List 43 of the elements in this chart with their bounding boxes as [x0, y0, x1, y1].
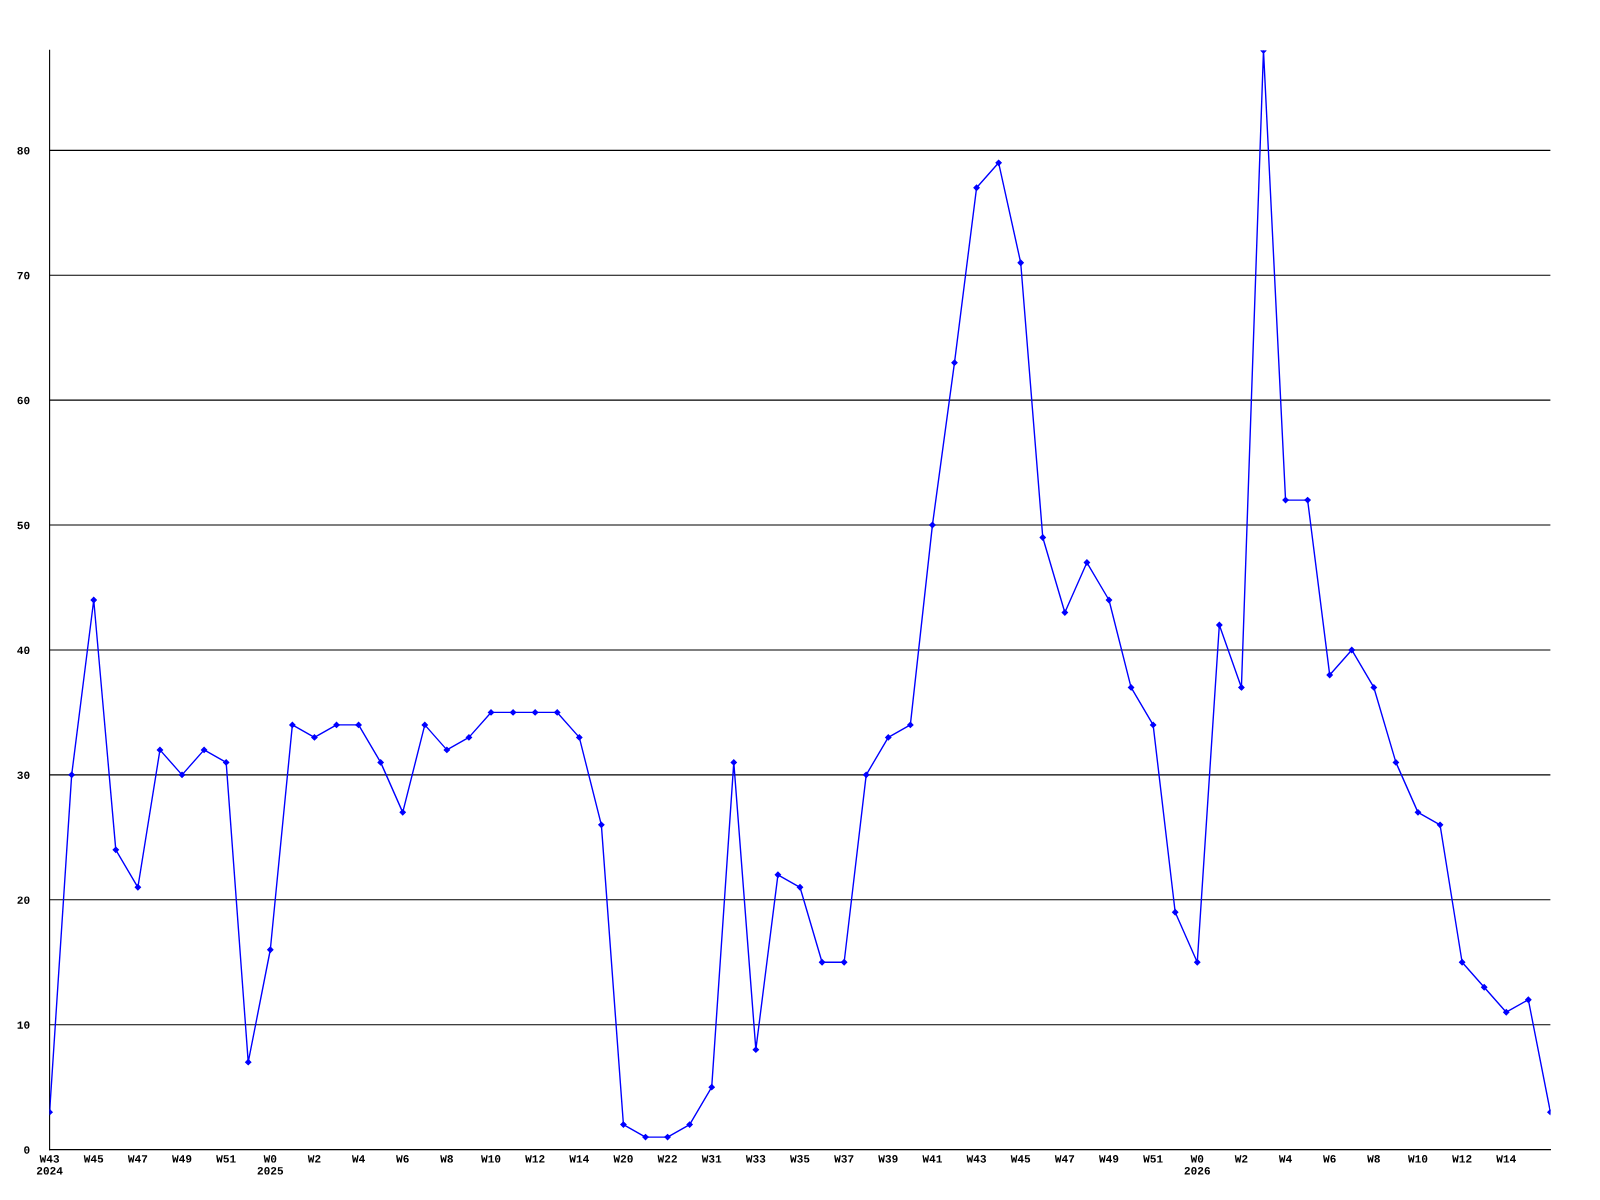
x-tick-label: W35: [790, 1155, 810, 1163]
x-tick-label: W51: [1143, 1155, 1163, 1163]
y-tick-label: 80: [17, 146, 30, 155]
x-tick-label: W4: [351, 1155, 365, 1163]
y-tick-label: 20: [17, 896, 30, 904]
x-tick-label: W10: [1407, 1155, 1428, 1163]
x-tick-label: W43: [966, 1155, 986, 1163]
x-tick-label: W6: [396, 1155, 409, 1163]
y-tick-label: 60: [17, 396, 30, 405]
x-tick-label: W6: [1323, 1155, 1336, 1163]
x-tick-label: W4: [1278, 1155, 1292, 1163]
x-tick-label: W45: [83, 1155, 104, 1163]
x-tick-label: W2: [307, 1155, 321, 1163]
x-tick-label: W31: [701, 1155, 722, 1163]
x-tick-label: W10: [481, 1155, 501, 1163]
x-tick-label: W49: [172, 1155, 192, 1163]
x-tick-label: W20: [613, 1155, 633, 1163]
y-tick-label: 50: [17, 521, 30, 530]
y-tick-label: 30: [17, 771, 30, 780]
x-tick-label: W49: [1098, 1155, 1119, 1163]
x-tick-label: W0 2025: [257, 1155, 284, 1175]
x-tick-label: W2: [1234, 1155, 1248, 1163]
x-tick-label: W43 2024: [36, 1155, 63, 1175]
y-tick-label: 40: [17, 646, 30, 655]
y-tick-label: 10: [17, 1021, 30, 1029]
x-tick-label: W12: [1452, 1155, 1472, 1163]
x-tick-label: W37: [834, 1155, 854, 1163]
x-tick-label: W51: [216, 1155, 236, 1163]
x-tick-label: W0 2026: [1184, 1155, 1210, 1175]
x-tick-label: W41: [922, 1155, 942, 1163]
x-tick-label: W8: [440, 1155, 453, 1163]
x-tick-label: W14: [569, 1155, 589, 1163]
x-tick-label: W45: [1010, 1155, 1031, 1163]
x-tick-label: W39: [878, 1155, 898, 1163]
x-tick-label: W33: [745, 1155, 766, 1163]
y-tick-label: 0: [24, 1146, 30, 1154]
x-tick-label: W47: [127, 1155, 148, 1163]
x-tick-label: W47: [1054, 1155, 1075, 1163]
x-tick-label: W14: [1496, 1155, 1516, 1163]
x-tick-label: W22: [657, 1155, 677, 1163]
x-tick-label: W12: [525, 1155, 545, 1163]
y-tick-label: 70: [17, 271, 30, 280]
x-tick-label: W8: [1367, 1155, 1380, 1163]
